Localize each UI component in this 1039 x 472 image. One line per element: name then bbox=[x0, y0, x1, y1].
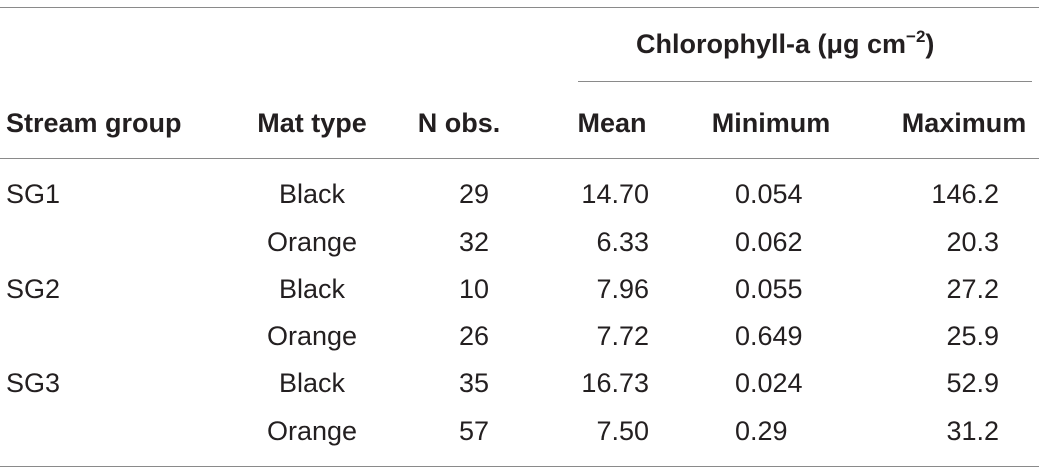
cell-maximum: 20.3 bbox=[946, 227, 999, 257]
cell-mat-type: Orange bbox=[266, 416, 358, 446]
cell-stream-group: SG3 bbox=[6, 368, 61, 398]
cell-mat-type: Black bbox=[278, 368, 346, 398]
cell-minimum: 0.649 bbox=[735, 321, 803, 351]
cell-mat-type: Black bbox=[278, 179, 346, 209]
cell-minimum: 0.054 bbox=[735, 179, 803, 209]
cell-n-obs: 29 bbox=[458, 179, 489, 209]
column-header-maximum: Maximum bbox=[901, 108, 1027, 138]
cell-maximum: 25.9 bbox=[946, 321, 999, 351]
group-header-rule bbox=[578, 81, 1032, 82]
cell-stream-group: SG2 bbox=[6, 274, 61, 304]
column-header-minimum: Minimum bbox=[711, 108, 831, 138]
chlorophyll-group-header: Chlorophyll-a (μg cm−2) bbox=[636, 28, 935, 59]
cell-n-obs: 26 bbox=[458, 321, 489, 351]
cell-n-obs: 10 bbox=[458, 274, 489, 304]
column-header-mean: Mean bbox=[577, 108, 647, 138]
column-header-n-obs: N obs. bbox=[417, 108, 501, 138]
header-bottom-rule bbox=[0, 158, 1039, 159]
column-header-stream-group: Stream group bbox=[6, 108, 182, 138]
group-header-exponent: −2 bbox=[906, 27, 926, 46]
cell-n-obs: 35 bbox=[458, 368, 489, 398]
cell-mean: 7.50 bbox=[596, 416, 649, 446]
cell-n-obs: 32 bbox=[458, 227, 489, 257]
table-bottom-rule bbox=[0, 466, 1039, 467]
cell-maximum: 27.2 bbox=[946, 274, 999, 304]
cell-maximum: 52.9 bbox=[946, 368, 999, 398]
group-header-label: Chlorophyll-a (μg cm bbox=[636, 29, 907, 59]
table-top-rule bbox=[0, 7, 1039, 8]
cell-maximum: 31.2 bbox=[946, 416, 999, 446]
cell-mean: 16.73 bbox=[581, 368, 649, 398]
cell-mean: 6.33 bbox=[596, 227, 649, 257]
cell-minimum: 0.055 bbox=[735, 274, 803, 304]
column-header-mat-type: Mat type bbox=[257, 108, 367, 138]
cell-minimum: 0.29 bbox=[735, 416, 788, 446]
cell-n-obs: 57 bbox=[458, 416, 489, 446]
cell-maximum: 146.2 bbox=[931, 179, 999, 209]
cell-stream-group: SG1 bbox=[6, 179, 61, 209]
cell-mat-type: Orange bbox=[266, 321, 358, 351]
cell-mat-type: Orange bbox=[266, 227, 358, 257]
cell-mean: 7.96 bbox=[596, 274, 649, 304]
cell-minimum: 0.024 bbox=[735, 368, 803, 398]
cell-mean: 14.70 bbox=[581, 179, 649, 209]
cell-mean: 7.72 bbox=[596, 321, 649, 351]
cell-mat-type: Black bbox=[278, 274, 346, 304]
cell-minimum: 0.062 bbox=[735, 227, 803, 257]
group-header-close: ) bbox=[925, 29, 935, 59]
